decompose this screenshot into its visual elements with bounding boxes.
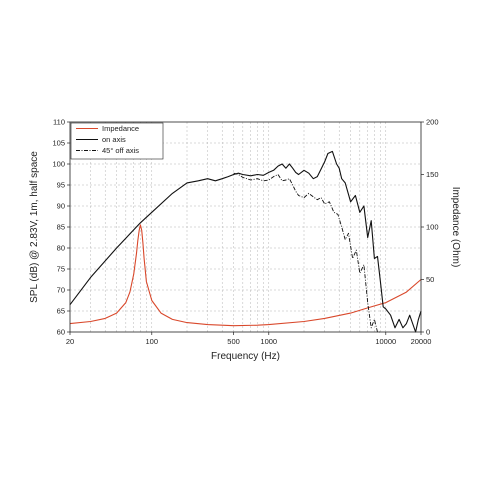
- series-impedance: [69, 224, 422, 327]
- y2-axis-label: Impedance (Ohm): [450, 187, 461, 268]
- x-tick-label: 100: [146, 337, 159, 346]
- chart-legend: Impedance on axis 45° off axis: [70, 122, 164, 160]
- chart-grid: [70, 122, 421, 332]
- x-axis-label: Frequency (Hz): [211, 351, 280, 362]
- y-tick-label: 90: [57, 202, 65, 211]
- y-tick-label: 85: [57, 223, 65, 232]
- chart-series: [69, 150, 422, 333]
- y2-tick-label: 200: [426, 118, 439, 127]
- series-on-axis: [69, 150, 422, 333]
- x-tick-label: 500: [227, 337, 240, 346]
- legend-entry-off-axis: 45° off axis: [102, 146, 139, 155]
- y2-tick-label: 150: [426, 170, 439, 179]
- y-tick-label: 110: [53, 118, 65, 127]
- y-tick-label: 95: [57, 181, 65, 190]
- y-tick-label: 100: [52, 160, 65, 169]
- y-tick-label: 70: [57, 286, 65, 295]
- y-tick-label: 60: [57, 328, 65, 337]
- y-tick-label: 105: [52, 139, 65, 148]
- x-tick-label: 10000: [375, 337, 396, 346]
- y2-tick-label: 50: [426, 275, 434, 284]
- x-tick-label: 20000: [411, 337, 432, 346]
- y-tick-label: 65: [57, 307, 65, 316]
- y2-tick-label: 100: [426, 223, 439, 232]
- y-tick-label: 75: [57, 265, 65, 274]
- series-off-axis: [233, 172, 381, 333]
- chart-tick-labels: 20 100 500 1000 10000 20000606570758085909510…: [52, 118, 438, 346]
- x-tick-label: 20: [66, 337, 74, 346]
- y2-tick-label: 0: [426, 328, 430, 337]
- legend-entry-impedance: Impedance: [102, 124, 139, 133]
- x-tick-label: 1000: [260, 337, 277, 346]
- legend-entry-on-axis: on axis: [102, 135, 126, 144]
- y-tick-label: 80: [57, 244, 65, 253]
- y-axis-label: SPL (dB) @ 2.83V, 1m, half space: [29, 151, 40, 303]
